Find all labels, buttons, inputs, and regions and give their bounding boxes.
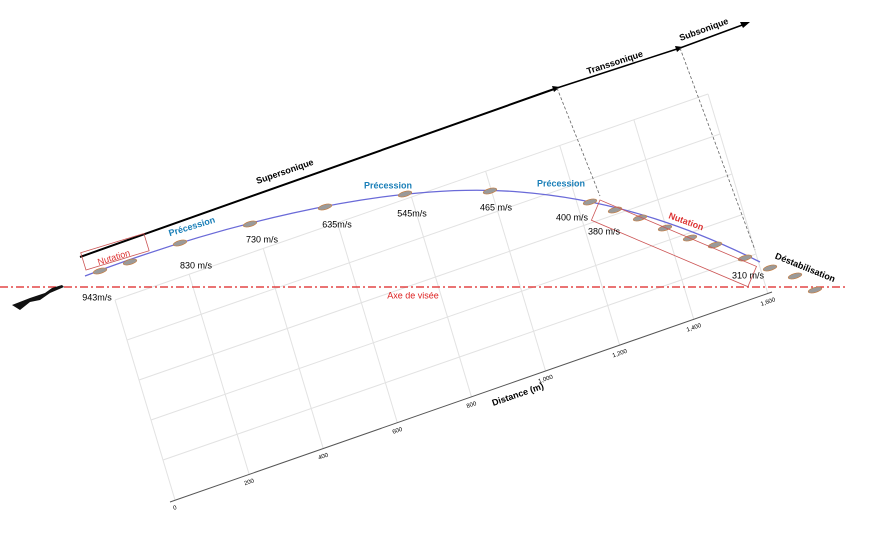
- projectile: [397, 190, 413, 198]
- phase-label: Précession: [364, 180, 412, 190]
- tick-label: 0: [173, 505, 179, 512]
- tick-label: 800: [466, 401, 478, 410]
- velocity-label: 943m/s: [82, 292, 112, 302]
- line-of-sight-label: Axe de visée: [387, 290, 439, 300]
- velocity-label: 545m/s: [397, 208, 427, 218]
- subsonic-line: [679, 23, 746, 49]
- velocity-label: 310 m/s: [732, 270, 765, 280]
- transonic-line: [556, 47, 681, 89]
- supersonic-line: [79, 87, 558, 258]
- projectile: [737, 254, 753, 262]
- labels: 0 200 400 600 800 1,000 1,200 1,400 1,600 943m/s 8…: [82, 202, 777, 512]
- perspective-grid: [114, 93, 769, 501]
- velocity-label: 635m/s: [322, 219, 352, 229]
- projectile: [92, 267, 108, 275]
- projectile: [607, 206, 623, 214]
- tick-label: 400: [318, 452, 330, 461]
- tick-label: 600: [392, 427, 404, 436]
- tick-label: 1,400: [686, 323, 703, 334]
- velocity-label: 465 m/s: [480, 202, 513, 212]
- rifle: [12, 285, 64, 310]
- phase-label: Déstabilisation: [774, 251, 837, 284]
- projectile: [172, 239, 188, 247]
- grid-line: [138, 173, 733, 381]
- trajectory: [84, 189, 761, 277]
- projectile: [707, 241, 723, 249]
- tick-label: 1,200: [612, 349, 629, 360]
- grid-line: [150, 213, 745, 421]
- arrow-head: [740, 22, 750, 28]
- velocity-label: 380 m/s: [588, 226, 621, 236]
- arrow-head: [675, 46, 683, 52]
- projectile: [807, 286, 823, 294]
- projectile: [122, 258, 138, 266]
- velocity-label: 730 m/s: [246, 234, 279, 244]
- projectile: [582, 198, 598, 206]
- projectile: [242, 220, 258, 228]
- projectile: [632, 214, 648, 222]
- boundary-dashed: [556, 87, 601, 197]
- phase-label: Précession: [537, 178, 585, 188]
- grid-line: [114, 93, 709, 301]
- nutation-box: [590, 199, 758, 288]
- regime-label: Supersonique: [255, 157, 315, 186]
- projectile: [762, 264, 778, 272]
- grid-line: [707, 93, 769, 295]
- distance-axis: [169, 291, 773, 503]
- axis-title: Distance (m): [491, 381, 545, 408]
- grid-line: [559, 145, 621, 346]
- projectile: [317, 203, 333, 211]
- grid-line: [336, 222, 398, 423]
- arrow-head: [552, 86, 560, 92]
- boundary-dashed: [679, 47, 756, 251]
- grid-line: [188, 274, 250, 475]
- velocity-label: 400 m/s: [556, 212, 589, 222]
- velocity-label: 830 m/s: [180, 260, 213, 270]
- grid-line: [126, 133, 721, 341]
- grid-line: [485, 171, 547, 372]
- tick-label: 1,000: [538, 374, 555, 385]
- grid-line: [262, 248, 324, 449]
- grid-line: [411, 196, 472, 398]
- grid-line: [162, 253, 757, 461]
- nutation-box: [80, 232, 150, 271]
- projectile: [787, 272, 803, 280]
- grid-line: [114, 299, 176, 501]
- tick-label: 200: [244, 478, 256, 487]
- tick-label: 1,600: [760, 297, 777, 308]
- projectile: [482, 187, 498, 195]
